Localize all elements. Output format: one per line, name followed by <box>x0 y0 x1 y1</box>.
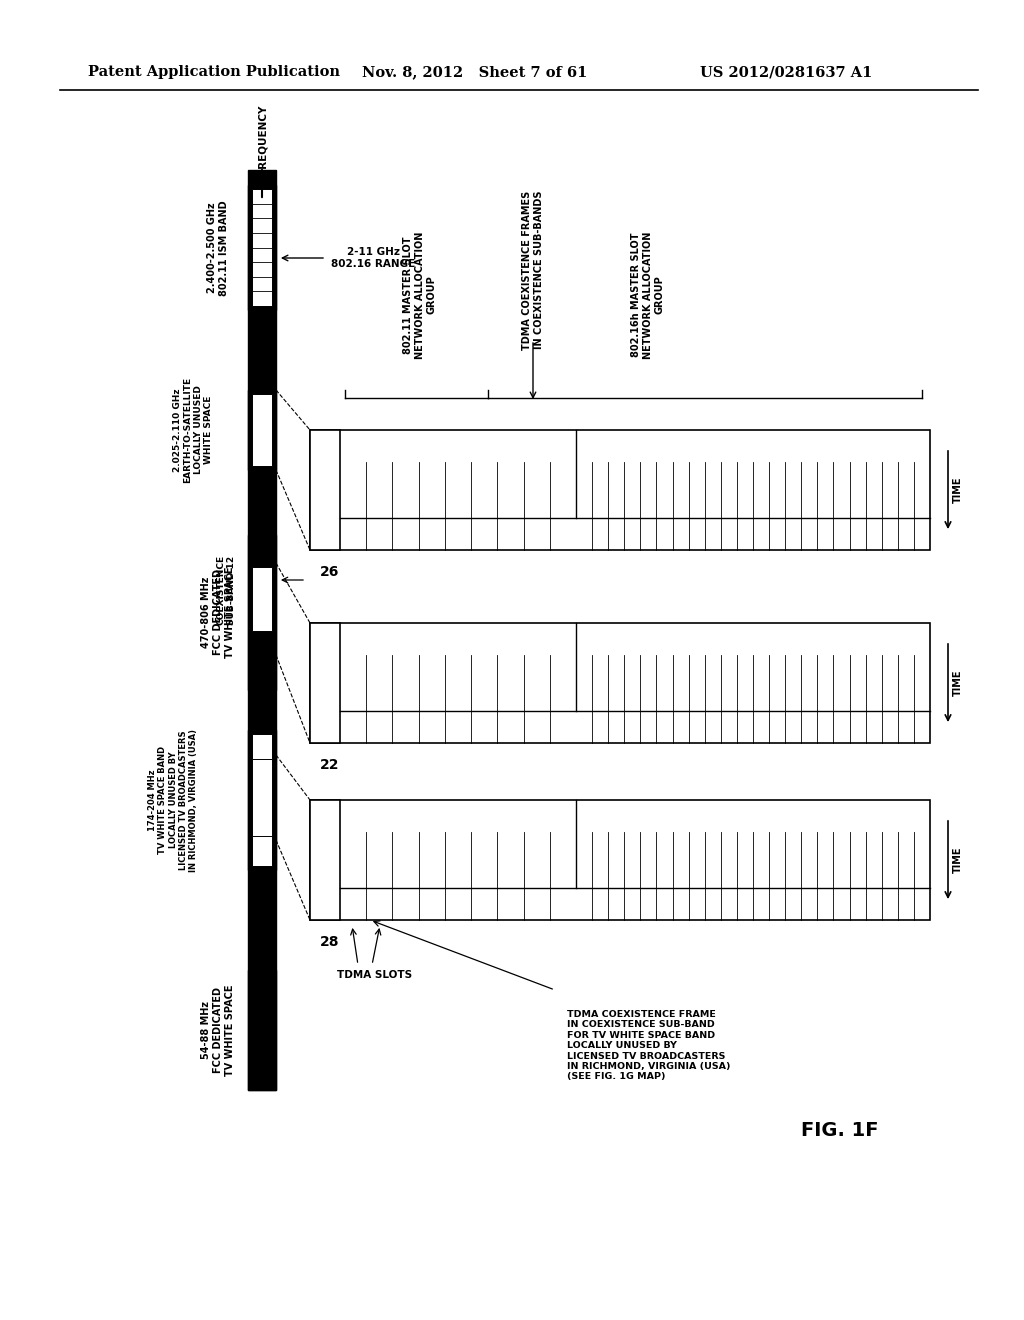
Text: FIG. 1F: FIG. 1F <box>801 1121 879 1139</box>
Text: 802.16h MASTER SLOT: 802.16h MASTER SLOT <box>678 809 828 822</box>
Text: 802.11 MASTER SLOT: 802.11 MASTER SLOT <box>387 440 529 453</box>
Text: TDMA COEXISTENCE FRAMES
IN COEXISTENCE SUB-BANDS: TDMA COEXISTENCE FRAMES IN COEXISTENCE S… <box>522 190 544 350</box>
Text: 802.16h MASTER SLOT
NETWORK ALLOCATION
GROUP: 802.16h MASTER SLOT NETWORK ALLOCATION G… <box>632 231 665 359</box>
Text: TIME: TIME <box>953 846 963 874</box>
Bar <box>252 189 272 306</box>
Text: COEXISTENCE
SUB-BAND 12: COEXISTENCE SUB-BAND 12 <box>216 554 236 626</box>
Text: TDMA SLOTS: TDMA SLOTS <box>338 970 413 979</box>
Bar <box>310 623 340 743</box>
Text: 802.16h MASTER SLOT: 802.16h MASTER SLOT <box>678 632 828 645</box>
Text: TIME: TIME <box>953 477 963 503</box>
Bar <box>310 430 930 550</box>
Text: 174-204 MHz
TV WHITE SPACE BAND
LOCALLY UNUSED BY
LICENSED TV BROADCASTERS
IN RI: 174-204 MHz TV WHITE SPACE BAND LOCALLY … <box>147 729 199 871</box>
Bar <box>252 759 272 836</box>
Text: 22: 22 <box>321 758 340 772</box>
Text: 2-11 GHz
802.16 RANGE: 2-11 GHz 802.16 RANGE <box>331 247 416 269</box>
Bar <box>248 970 276 1090</box>
Text: Nov. 8, 2012   Sheet 7 of 61: Nov. 8, 2012 Sheet 7 of 61 <box>362 65 588 79</box>
Bar <box>248 170 276 1090</box>
Text: 26: 26 <box>321 565 340 579</box>
Bar <box>248 185 276 310</box>
Text: SUB-BAND 18: SUB-BAND 18 <box>319 822 330 898</box>
Bar <box>310 430 340 550</box>
Text: US 2012/0281637 A1: US 2012/0281637 A1 <box>700 65 872 79</box>
Bar <box>248 535 276 690</box>
Text: SUB-BAND 12: SUB-BAND 12 <box>319 645 330 721</box>
Text: 2.400-2.500 GHz
802.11 ISM BAND: 2.400-2.500 GHz 802.11 ISM BAND <box>207 201 228 296</box>
Text: 470-806 MHz
FCC DEDICATED
TV WHITE SPACE: 470-806 MHz FCC DEDICATED TV WHITE SPACE <box>202 566 234 657</box>
Bar <box>252 734 272 866</box>
Text: 28: 28 <box>321 935 340 949</box>
Text: 802.11 MASTER SLOT
NETWORK ALLOCATION
GROUP: 802.11 MASTER SLOT NETWORK ALLOCATION GR… <box>403 231 436 359</box>
Text: TIME: TIME <box>953 669 963 696</box>
Bar <box>248 389 276 470</box>
Bar <box>310 800 340 920</box>
Bar <box>310 800 930 920</box>
Text: TDMA COEXISTENCE FRAME
IN COEXISTENCE SUB-BAND
FOR TV WHITE SPACE BAND
LOCALLY U: TDMA COEXISTENCE FRAME IN COEXISTENCE SU… <box>567 1010 730 1081</box>
Bar <box>248 730 276 870</box>
Bar <box>252 568 272 631</box>
Text: SUB-BAND 16: SUB-BAND 16 <box>319 453 330 527</box>
Text: 2.025-2.110 GHz
EARTH-TO-SATELLITE
LOCALLY UNUSED
WHITE SPACE: 2.025-2.110 GHz EARTH-TO-SATELLITE LOCAL… <box>173 378 213 483</box>
Text: Patent Application Publication: Patent Application Publication <box>88 65 340 79</box>
Text: 802.11 MASTER SLOT: 802.11 MASTER SLOT <box>387 632 529 645</box>
Text: 802.16h MASTER SLOT: 802.16h MASTER SLOT <box>678 440 828 453</box>
Text: 54-88 MHz
FCC DEDICATED
TV WHITE SPACE: 54-88 MHz FCC DEDICATED TV WHITE SPACE <box>202 985 234 1076</box>
Bar <box>310 623 930 743</box>
Text: 802.11 MASTER SLOT: 802.11 MASTER SLOT <box>387 809 529 822</box>
Text: FREQUENCY: FREQUENCY <box>258 104 268 176</box>
Bar <box>252 393 272 466</box>
